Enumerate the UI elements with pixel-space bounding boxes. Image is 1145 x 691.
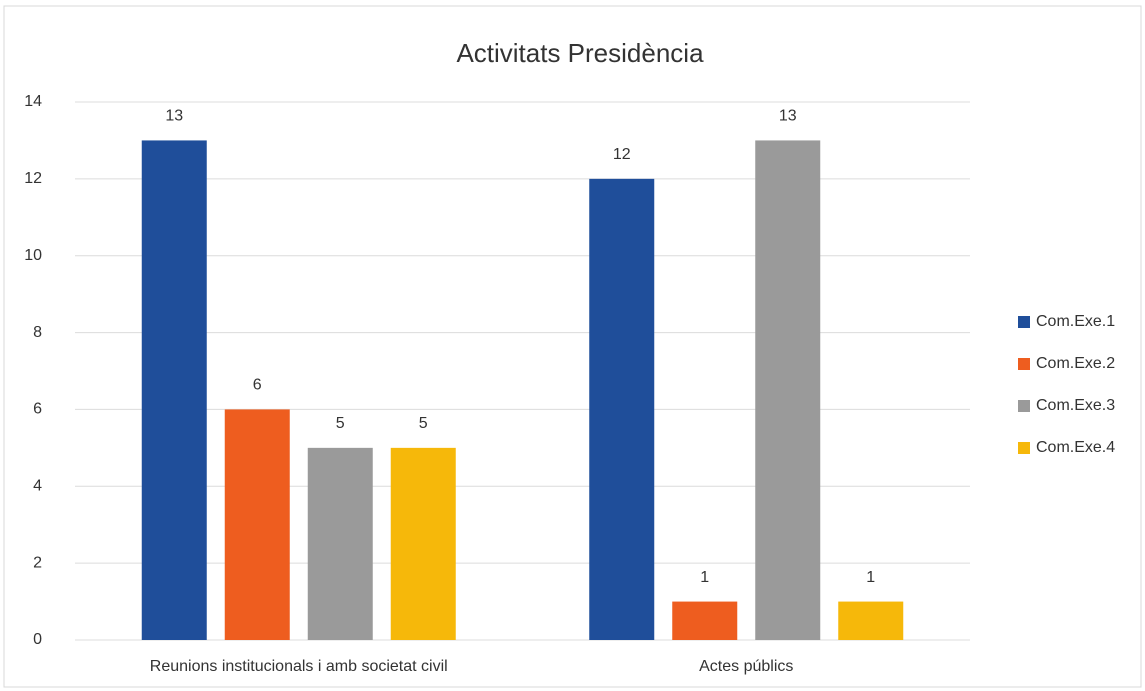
data-label: 5 bbox=[419, 415, 428, 432]
legend-swatch bbox=[1018, 316, 1030, 328]
bar bbox=[755, 140, 821, 640]
y-tick-label: 14 bbox=[24, 93, 42, 110]
legend-swatch bbox=[1018, 400, 1030, 412]
y-tick-label: 4 bbox=[33, 478, 42, 495]
data-label: 6 bbox=[253, 377, 262, 394]
data-label: 12 bbox=[613, 146, 631, 163]
y-tick-label: 2 bbox=[33, 554, 42, 571]
legend-swatch bbox=[1018, 358, 1030, 370]
bar bbox=[390, 447, 456, 640]
legend-label: Com.Exe.1 bbox=[1036, 313, 1115, 330]
x-tick-label: Actes públics bbox=[699, 658, 793, 675]
legend-swatch bbox=[1018, 442, 1030, 454]
data-label: 13 bbox=[779, 108, 797, 125]
bar bbox=[224, 409, 290, 640]
legend-label: Com.Exe.2 bbox=[1036, 355, 1115, 372]
y-tick-label: 12 bbox=[24, 170, 42, 187]
y-tick-label: 6 bbox=[33, 401, 42, 418]
x-tick-label: Reunions institucionals i amb societat c… bbox=[150, 658, 448, 675]
y-tick-label: 8 bbox=[33, 324, 42, 341]
bar bbox=[307, 447, 373, 640]
y-tick-label: 10 bbox=[24, 247, 42, 264]
bar bbox=[141, 140, 207, 640]
y-tick-label: 0 bbox=[33, 631, 42, 648]
data-label: 1 bbox=[866, 569, 875, 586]
legend-label: Com.Exe.3 bbox=[1036, 397, 1115, 414]
data-label: 5 bbox=[336, 415, 345, 432]
bar bbox=[589, 178, 655, 640]
bar bbox=[838, 601, 904, 640]
legend-label: Com.Exe.4 bbox=[1036, 439, 1115, 456]
data-label: 13 bbox=[165, 108, 183, 125]
chart-title: Activitats Presidència bbox=[456, 38, 704, 68]
data-label: 1 bbox=[700, 569, 709, 586]
bar bbox=[672, 601, 738, 640]
